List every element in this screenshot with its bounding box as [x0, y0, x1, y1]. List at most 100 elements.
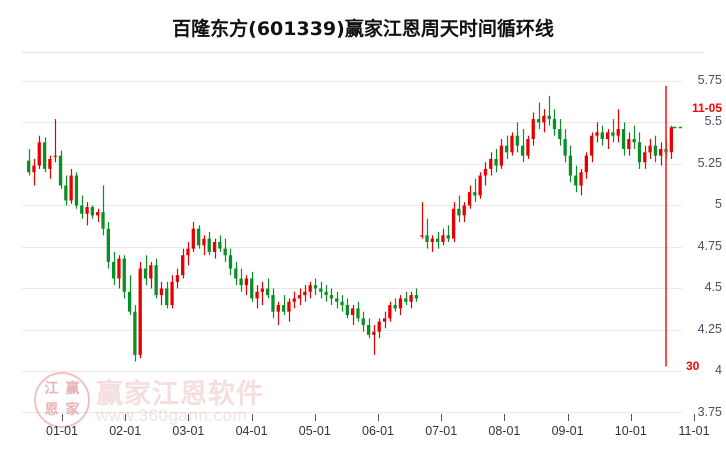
candle-body	[186, 248, 190, 256]
x-axis-tick	[504, 414, 506, 421]
candle-body	[536, 119, 541, 123]
candle-body	[218, 241, 222, 249]
candle-body	[207, 238, 211, 252]
candle-body	[271, 295, 275, 312]
candle-body	[361, 318, 365, 325]
x-axis-tick-label: 03-01	[172, 424, 205, 438]
candle-body	[42, 142, 47, 169]
x-axis-tick-label: 01-01	[46, 424, 78, 438]
cycle-line-bottom-label: 30	[686, 359, 700, 373]
candle-body	[600, 132, 604, 140]
candle-body	[669, 127, 673, 153]
candle-body	[558, 129, 562, 140]
y-axis-tick-label: 4.25	[697, 321, 722, 336]
candle-body	[202, 238, 206, 246]
candle-body	[345, 305, 349, 316]
x-axis-tick	[630, 414, 632, 421]
x-axis-tick	[314, 414, 316, 421]
candle-body	[542, 115, 546, 123]
cycle-line-top-label: 11-05	[691, 101, 722, 115]
y-axis-tick-label: 4.5	[704, 280, 722, 295]
x-axis-tick	[62, 414, 63, 421]
candle-body	[165, 288, 169, 306]
candle-body	[287, 301, 291, 312]
x-axis-tick	[251, 414, 253, 421]
candle-body	[64, 185, 68, 201]
x-axis-tick-label: 07-01	[425, 424, 458, 438]
x-axis-tick-label: 11-01	[678, 424, 710, 438]
candle-body	[27, 160, 31, 173]
candle-body	[393, 305, 397, 309]
candle-body	[505, 145, 509, 153]
candle-body	[595, 132, 599, 136]
candle-body	[531, 119, 535, 140]
candle-body	[239, 278, 243, 286]
header-divider	[22, 52, 704, 53]
candle-body	[276, 305, 280, 312]
candle-body	[430, 238, 434, 242]
candle-body	[483, 168, 488, 176]
candle-body	[117, 258, 121, 279]
gridlines	[22, 81, 682, 372]
candle-body	[101, 212, 105, 229]
x-axis-tick	[378, 414, 379, 421]
candle-body	[457, 208, 461, 216]
candle-body	[90, 207, 95, 216]
candle-body	[149, 265, 153, 279]
candle-body	[335, 298, 339, 302]
y-axis-tick-label: 5.75	[697, 72, 722, 87]
candle-body	[446, 235, 450, 239]
candle-body	[159, 288, 164, 296]
candle-body	[196, 228, 201, 246]
y-axis-tick-label: 3.75	[697, 405, 722, 419]
y-axis-tick-label: 5.5	[704, 114, 722, 129]
candle-body	[133, 311, 137, 355]
candle-body	[32, 165, 36, 173]
candle-body	[388, 305, 392, 319]
candle-body	[96, 212, 100, 216]
candle-body	[520, 145, 525, 156]
candle-body	[191, 228, 195, 249]
candle-body	[260, 288, 265, 292]
candle-body	[616, 129, 620, 136]
candle-body	[111, 261, 116, 279]
x-axis-tick-label: 04-01	[235, 424, 268, 438]
candle-body	[414, 295, 419, 299]
candle-body	[382, 318, 387, 322]
candle-body	[515, 135, 519, 146]
x-axis-tick	[694, 414, 695, 421]
candle-body	[467, 192, 472, 206]
candle-body	[143, 268, 148, 279]
candle-body	[250, 278, 254, 299]
x-axis-tick	[188, 414, 190, 421]
candle-body	[234, 268, 238, 279]
y-axis-tick-label: 5	[715, 197, 722, 212]
candle-body	[579, 172, 583, 186]
x-axis-tick	[567, 414, 569, 421]
candle-body	[409, 295, 413, 302]
candle-body	[138, 268, 142, 355]
candlestick-plot[interactable]	[22, 56, 682, 413]
candle-body	[632, 139, 636, 143]
candle-body	[69, 175, 73, 201]
candle-body	[499, 145, 504, 166]
y-axis-tick-label: 4	[715, 363, 722, 378]
candle-body	[563, 139, 567, 156]
candle-body	[292, 298, 296, 302]
candle-body	[281, 305, 286, 312]
candle-body	[212, 241, 217, 252]
candle-body	[170, 281, 174, 306]
y-axis-tick-label: 4.75	[697, 238, 722, 253]
candle-body	[255, 291, 259, 299]
x-axis-tick	[125, 414, 127, 421]
candle-body	[605, 132, 610, 140]
candle-body	[106, 228, 110, 262]
candle-body	[308, 285, 312, 292]
candle-body	[547, 115, 551, 120]
candles	[27, 95, 673, 362]
x-axis-tick-label: 02-01	[109, 424, 142, 438]
candle-body	[462, 205, 466, 216]
candle-body	[53, 155, 57, 157]
y-axis-tick-label: 5.25	[697, 155, 722, 170]
